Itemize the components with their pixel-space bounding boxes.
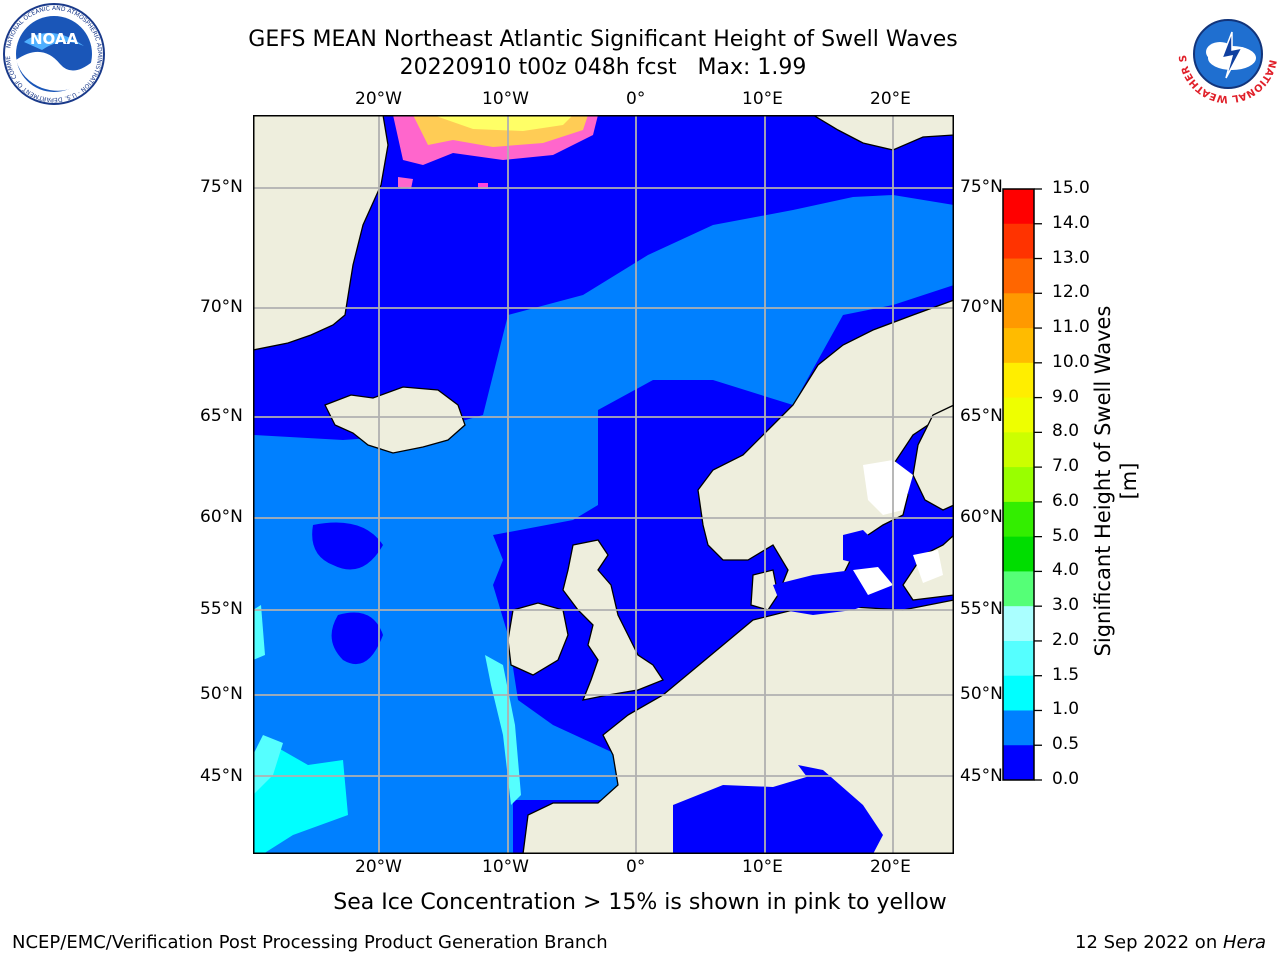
greenland-landmass xyxy=(253,115,389,351)
colorbar-tick-label: 1.0 xyxy=(1052,699,1080,720)
colorbar-band xyxy=(1003,432,1034,468)
lon-label-top: 20°E xyxy=(870,89,911,109)
graticule xyxy=(253,115,954,854)
ocean-high-swell-region xyxy=(253,745,348,854)
colorbar-tick-label: 5.0 xyxy=(1052,525,1080,546)
colorbar-band xyxy=(1003,467,1034,503)
lon-label-top: 0° xyxy=(626,89,646,109)
lon-label-bottom: 20°W xyxy=(355,857,402,877)
colorbar-tick-label: 6.0 xyxy=(1052,490,1080,511)
map-subtitle: 20220910 t00z 048h fcst Max: 1.99 xyxy=(399,55,807,80)
colorbar-band xyxy=(1003,328,1034,364)
lon-label-top: 10°E xyxy=(742,89,783,109)
colorbar-tick-label: 2.0 xyxy=(1052,629,1080,650)
colorbar-band xyxy=(1003,745,1034,781)
colorbar-tick-label: 7.0 xyxy=(1052,456,1080,477)
colorbar-band xyxy=(1003,189,1034,225)
lat-label-right: 50°N xyxy=(960,684,1003,704)
lon-label-bottom: 10°E xyxy=(742,857,783,877)
colorbar xyxy=(1002,188,1042,781)
ocean-moderate-swell-region xyxy=(253,195,954,854)
colorbar-tick-label: 14.0 xyxy=(1052,212,1090,233)
lat-label-right: 70°N xyxy=(960,297,1003,317)
iceland-landmass xyxy=(324,386,466,454)
colorbar-tick-label: 12.0 xyxy=(1052,282,1090,303)
colorbar-band xyxy=(1003,710,1034,746)
colorbar-band xyxy=(1003,293,1034,329)
lon-label-top: 10°W xyxy=(482,89,529,109)
colorbar-tick-label: 10.0 xyxy=(1052,351,1090,372)
svg-text:NOAA: NOAA xyxy=(30,30,79,48)
lat-label-left: 70°N xyxy=(200,297,243,317)
colorbar-band xyxy=(1003,397,1034,433)
lat-label-right: 75°N xyxy=(960,177,1003,197)
sea-ice-overlay xyxy=(393,115,598,189)
lat-label-left: 45°N xyxy=(200,766,243,786)
colorbar-tick-label: 4.0 xyxy=(1052,560,1080,581)
lat-label-left: 65°N xyxy=(200,406,243,426)
colorbar-band xyxy=(1003,223,1034,260)
lat-label-left: 50°N xyxy=(200,684,243,704)
lat-label-left: 75°N xyxy=(200,177,243,197)
noaa-logo: NOAA NATIONAL OCEANIC AND ATMOSPHERIC AD… xyxy=(2,2,105,105)
colorbar-tick-label: 0.0 xyxy=(1052,769,1080,789)
colorbar-band xyxy=(1003,362,1034,399)
nws-logo: NATIONAL WEATHER SERVICE xyxy=(1176,2,1278,104)
colorbar-tick-label: 1.5 xyxy=(1052,664,1080,685)
map-title: GEFS MEAN Northeast Atlantic Significant… xyxy=(248,27,958,52)
map-frame xyxy=(253,115,954,854)
colorbar-tick-label: 15.0 xyxy=(1052,178,1090,198)
colorbar-band xyxy=(1003,536,1034,572)
colorbar-tick-label: 8.0 xyxy=(1052,421,1080,442)
colorbar-label: Significant Height of Swell Waves [m] xyxy=(1091,305,1141,657)
footer-timestamp: 12 Sep 2022 on Hera xyxy=(1075,932,1266,953)
footer-credit: NCEP/EMC/Verification Post Processing Pr… xyxy=(12,932,608,953)
lon-label-bottom: 10°W xyxy=(482,857,529,877)
lat-label-right: 45°N xyxy=(960,766,1003,786)
lat-label-right: 55°N xyxy=(960,599,1003,619)
colorbar-tick-label: 11.0 xyxy=(1052,317,1090,338)
swell-height-map xyxy=(253,115,954,854)
colorbar-band xyxy=(1003,258,1034,294)
sea-ice-caption: Sea Ice Concentration > 15% is shown in … xyxy=(333,890,947,915)
lat-label-right: 60°N xyxy=(960,507,1003,527)
lon-label-bottom: 0° xyxy=(626,857,646,877)
colorbar-band xyxy=(1003,675,1034,711)
colorbar-tick-label: 9.0 xyxy=(1052,386,1080,407)
lon-label-top: 20°W xyxy=(355,89,402,109)
colorbar-band xyxy=(1003,640,1034,677)
lat-label-right: 65°N xyxy=(960,406,1003,426)
svalbard-landmass xyxy=(811,115,954,151)
colorbar-tick-label: 13.0 xyxy=(1052,247,1090,268)
lat-label-left: 55°N xyxy=(200,599,243,619)
colorbar-band xyxy=(1003,606,1034,642)
ireland-landmass xyxy=(507,602,569,676)
colorbar-band xyxy=(1003,571,1034,607)
colorbar-tick-label: 3.0 xyxy=(1052,595,1080,616)
lon-label-bottom: 20°E xyxy=(870,857,911,877)
colorbar-band xyxy=(1003,501,1034,538)
great-britain-landmass xyxy=(562,539,664,701)
lat-label-left: 60°N xyxy=(200,507,243,527)
colorbar-tick-label: 0.5 xyxy=(1052,734,1080,755)
